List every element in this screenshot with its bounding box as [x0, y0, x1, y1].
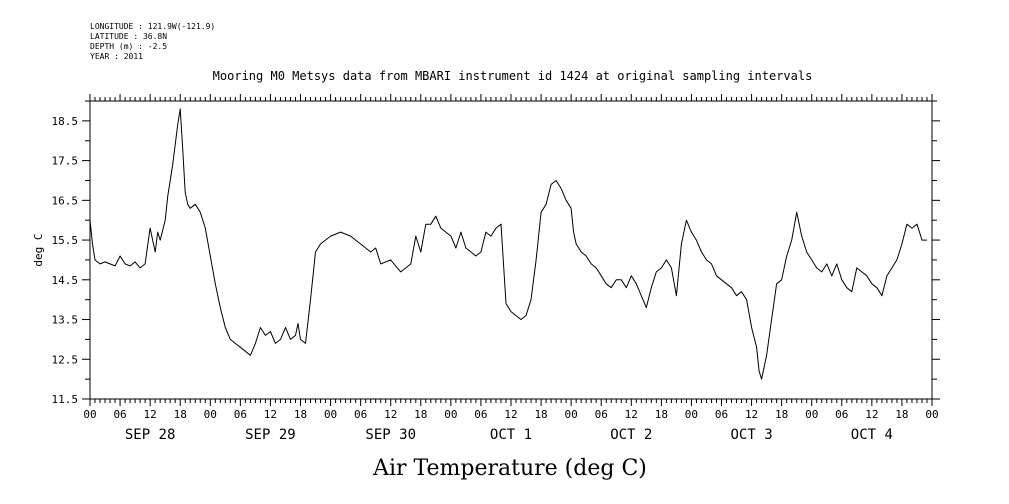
x-hour-label: 18	[534, 408, 547, 421]
x-hour-label: 06	[835, 408, 848, 421]
x-hour-label: 18	[414, 408, 427, 421]
y-tick-label: 17.5	[52, 155, 79, 168]
x-hour-label: 00	[324, 408, 337, 421]
x-axis-title: Air Temperature (deg C)	[372, 456, 647, 481]
longitude-text: LONGITUDE : 121.9W(-121.9)	[90, 22, 216, 31]
x-day-label: OCT 4	[851, 427, 893, 443]
y-tick-label: 11.5	[52, 393, 79, 406]
x-day-label: SEP 30	[365, 427, 416, 443]
x-day-label: SEP 29	[245, 427, 296, 443]
chart-title: Mooring M0 Metsys data from MBARI instru…	[212, 69, 813, 83]
x-hour-label: 00	[685, 408, 698, 421]
x-hour-label: 06	[234, 408, 247, 421]
x-hour-label: 12	[745, 408, 758, 421]
x-hour-label: 06	[595, 408, 608, 421]
y-tick-label: 14.5	[52, 274, 79, 287]
x-hour-label: 00	[204, 408, 217, 421]
x-hour-label: 00	[83, 408, 96, 421]
y-axis-title: deg C	[32, 233, 45, 266]
depth-text: DEPTH (m) : -2.5	[90, 42, 168, 51]
x-hour-label: 00	[925, 408, 938, 421]
x-hour-label: 12	[504, 408, 517, 421]
x-hour-label: 18	[775, 408, 788, 421]
x-hour-label: 18	[174, 408, 187, 421]
x-hour-label: 00	[805, 408, 818, 421]
y-tick-label: 16.5	[52, 194, 79, 207]
air-temperature-line	[89, 108, 927, 380]
latitude-text: LATITUDE : 36.8N	[90, 32, 168, 41]
y-tick-label: 13.5	[52, 314, 79, 327]
x-day-label: OCT 1	[490, 427, 532, 443]
x-hour-label: 06	[113, 408, 126, 421]
x-day-label: SEP 28	[125, 427, 176, 443]
y-tick-label: 15.5	[52, 234, 79, 247]
x-hour-label: 12	[384, 408, 397, 421]
x-hour-label: 12	[625, 408, 638, 421]
x-hour-label: 06	[354, 408, 367, 421]
y-tick-label: 18.5	[52, 115, 79, 128]
x-hour-label: 00	[444, 408, 457, 421]
x-hour-label: 18	[895, 408, 908, 421]
x-hour-label: 18	[294, 408, 307, 421]
x-hour-label: 06	[474, 408, 487, 421]
year-text: YEAR : 2011	[90, 52, 143, 61]
x-day-label: OCT 2	[610, 427, 652, 443]
x-day-label: OCT 3	[730, 427, 772, 443]
x-hour-label: 00	[565, 408, 578, 421]
location-metadata: LONGITUDE : 121.9W(-121.9) LATITUDE : 36…	[90, 22, 215, 62]
x-hour-label: 12	[264, 408, 277, 421]
y-tick-label: 12.5	[52, 353, 79, 366]
x-hour-label: 18	[655, 408, 668, 421]
x-hour-label: 12	[865, 408, 878, 421]
x-hour-label: 12	[144, 408, 157, 421]
x-hour-label: 06	[715, 408, 728, 421]
